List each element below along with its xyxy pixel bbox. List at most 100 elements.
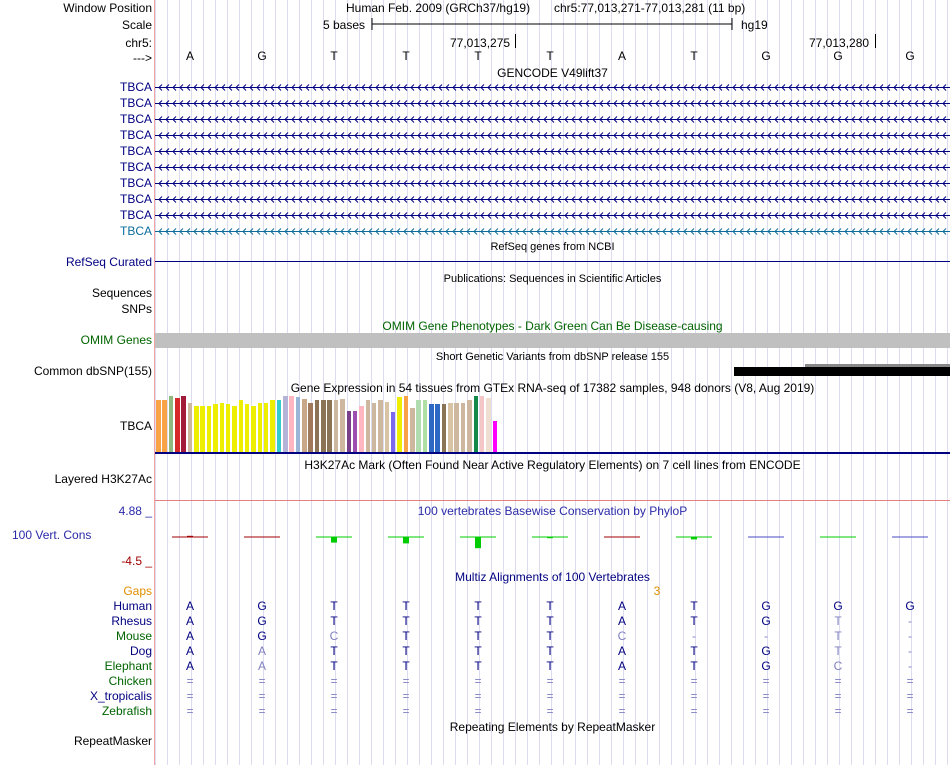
gencode-transcript-label[interactable]: TBCA — [119, 80, 152, 94]
gtex-tissue-bar[interactable] — [200, 406, 205, 452]
gtex-title[interactable]: Gene Expression in 54 tissues from GTEx … — [290, 381, 815, 395]
gencode-transcript[interactable] — [155, 192, 950, 206]
gtex-tissue-bar[interactable] — [441, 404, 447, 452]
gtex-tissue-bar[interactable] — [403, 396, 409, 452]
gencode-transcript[interactable] — [155, 112, 950, 126]
gtex-tissue-bar[interactable] — [270, 400, 275, 452]
gtex-tissue-bar[interactable] — [257, 403, 263, 452]
repeatmasker-title[interactable]: Repeating Elements by RepeatMasker — [449, 720, 656, 734]
gtex-tissue-bar[interactable] — [333, 400, 339, 452]
species-label[interactable]: Human — [113, 599, 152, 613]
gtex-label[interactable]: TBCA — [119, 419, 152, 433]
dbsnp-variant-gray[interactable] — [805, 364, 950, 367]
gtex-tissue-bar[interactable] — [238, 400, 244, 452]
gtex-tissue-bar[interactable] — [346, 411, 351, 452]
gencode-transcript[interactable] — [155, 96, 950, 110]
species-label[interactable]: X_tropicalis — [89, 689, 152, 703]
gtex-tissue-bar[interactable] — [244, 404, 250, 452]
gtex-tissue-bar[interactable] — [327, 400, 332, 452]
gtex-tissue-bar[interactable] — [283, 396, 288, 452]
gtex-tissue-bar[interactable] — [473, 396, 478, 452]
pubs-title[interactable]: Publications: Sequences in Scientific Ar… — [443, 273, 662, 285]
gencode-transcript[interactable] — [155, 80, 950, 94]
gtex-tissue-bar[interactable] — [378, 400, 383, 452]
track-area[interactable]: Human Feb. 2009 (GRCh37/hg19) chr5:77,01… — [155, 0, 950, 765]
gtex-tissue-bar[interactable] — [225, 404, 231, 452]
gtex-tissue-bar[interactable] — [219, 403, 224, 452]
omim-gene-bar[interactable] — [155, 333, 950, 348]
gtex-tissue-bar[interactable] — [422, 400, 428, 452]
gencode-title[interactable]: GENCODE V49lift37 — [497, 66, 608, 80]
gtex-tissue-bar[interactable] — [410, 408, 415, 452]
gtex-tissue-bar[interactable] — [206, 406, 212, 452]
gtex-tissue-bar[interactable] — [251, 406, 256, 452]
gtex-tissue-bar[interactable] — [175, 398, 180, 452]
species-label[interactable]: Rhesus — [111, 614, 152, 628]
gtex-tissue-bar[interactable] — [479, 396, 485, 452]
gtex-tissue-bar[interactable] — [454, 403, 459, 452]
gencode-transcript-label[interactable]: TBCA — [119, 160, 152, 174]
multiz-title[interactable]: Multiz Alignments of 100 Vertebrates — [455, 570, 650, 584]
gencode-transcript-label[interactable]: TBCA — [119, 208, 152, 222]
gencode-transcript-label[interactable]: TBCA — [119, 144, 152, 158]
gtex-tissue-bar[interactable] — [429, 404, 434, 452]
gtex-bar-chart[interactable] — [155, 396, 950, 452]
species-label[interactable]: Dog — [129, 644, 152, 658]
gencode-transcript-label[interactable]: TBCA — [119, 96, 152, 110]
gtex-tissue-bar[interactable] — [194, 406, 199, 452]
refseq-label[interactable]: RefSeq Curated — [65, 255, 152, 269]
dbsnp-label[interactable]: Common dbSNP(155) — [33, 364, 152, 378]
gtex-tissue-bar[interactable] — [276, 400, 282, 452]
gtex-tissue-bar[interactable] — [213, 404, 218, 452]
refseq-title[interactable]: RefSeq genes from NCBI — [490, 241, 615, 253]
gtex-tissue-bar[interactable] — [295, 397, 301, 452]
gencode-transcript-label[interactable]: TBCA — [119, 192, 152, 206]
gencode-transcript-label[interactable]: TBCA — [119, 176, 152, 190]
gtex-tissue-bar[interactable] — [156, 400, 161, 452]
gtex-tissue-bar[interactable] — [168, 396, 174, 452]
snps-label[interactable]: SNPs — [121, 302, 152, 316]
gtex-tissue-bar[interactable] — [187, 403, 193, 452]
gtex-tissue-bar[interactable] — [263, 403, 269, 452]
gtex-tissue-bar[interactable] — [314, 400, 320, 452]
gtex-tissue-bar[interactable] — [181, 396, 186, 452]
gtex-tissue-bar[interactable] — [460, 403, 466, 452]
gtex-tissue-bar[interactable] — [302, 399, 307, 452]
gtex-tissue-bar[interactable] — [162, 400, 167, 452]
gencode-transcript-label[interactable]: TBCA — [119, 128, 152, 142]
species-label[interactable]: Mouse — [115, 629, 152, 643]
gencode-transcript[interactable] — [155, 128, 950, 142]
refseq-gene-line[interactable] — [155, 261, 950, 262]
omim-title[interactable]: OMIM Gene Phenotypes - Dark Green Can Be… — [382, 319, 723, 333]
gtex-tissue-bar[interactable] — [352, 411, 358, 452]
gtex-tissue-bar[interactable] — [371, 403, 377, 452]
gencode-transcript[interactable] — [155, 224, 950, 238]
gtex-tissue-bar[interactable] — [390, 412, 396, 452]
h3k27ac-label[interactable]: Layered H3K27Ac — [54, 472, 152, 486]
species-label[interactable]: Elephant — [104, 659, 152, 673]
gtex-tissue-bar[interactable] — [232, 406, 237, 452]
gtex-tissue-bar[interactable] — [308, 403, 313, 452]
phylop-plot[interactable] — [155, 520, 950, 560]
gtex-tissue-bar[interactable] — [340, 399, 345, 452]
gtex-tissue-bar[interactable] — [397, 397, 402, 452]
gtex-tissue-bar[interactable] — [486, 398, 491, 452]
gencode-transcript[interactable] — [155, 160, 950, 174]
gencode-transcript[interactable] — [155, 176, 950, 190]
gtex-tissue-bar[interactable] — [448, 403, 453, 452]
species-label[interactable]: Chicken — [108, 674, 152, 688]
sequences-label[interactable]: Sequences — [91, 286, 152, 300]
gencode-transcript-label[interactable]: TBCA — [119, 224, 152, 238]
gencode-transcript[interactable] — [155, 208, 950, 222]
dbsnp-title[interactable]: Short Genetic Variants from dbSNP releas… — [435, 351, 670, 363]
gtex-tissue-bar[interactable] — [365, 400, 371, 452]
dbsnp-variant-black[interactable] — [734, 367, 950, 376]
omim-label[interactable]: OMIM Genes — [80, 333, 152, 347]
gtex-tissue-bar[interactable] — [289, 396, 294, 452]
gtex-tissue-bar[interactable] — [492, 421, 498, 452]
h3k27ac-title[interactable]: H3K27Ac Mark (Often Found Near Active Re… — [304, 458, 801, 472]
gencode-transcript[interactable] — [155, 144, 950, 158]
gtex-tissue-bar[interactable] — [416, 400, 421, 452]
phylop-label[interactable]: 100 Vert. Cons — [12, 528, 92, 542]
gtex-tissue-bar[interactable] — [435, 404, 440, 452]
